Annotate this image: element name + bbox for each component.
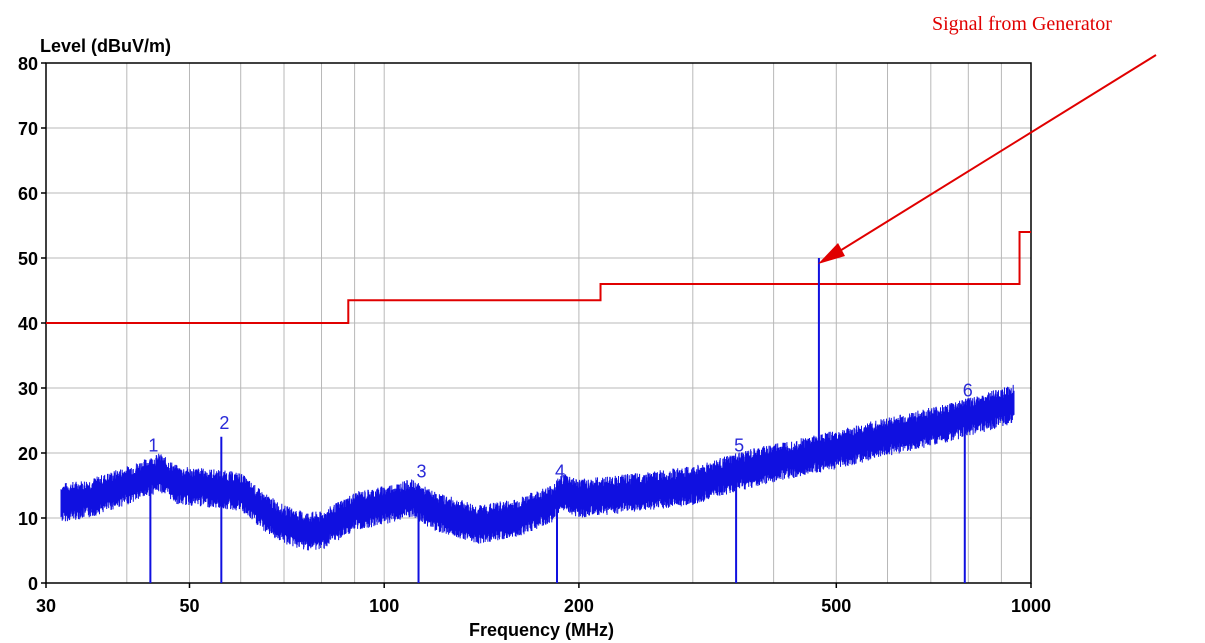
y-tick-label: 20 [18, 444, 38, 464]
x-tick-label: 100 [369, 596, 399, 616]
y-tick-label: 50 [18, 249, 38, 269]
noise-trace [60, 384, 1015, 551]
y-tick-labels: 0 10 20 30 40 50 60 70 80 [18, 54, 46, 594]
x-axis-title: Frequency (MHz) [469, 620, 614, 640]
marker-layer: 1 2 3 4 5 6 [148, 258, 973, 583]
marker-label: 5 [734, 436, 744, 456]
y-tick-label: 10 [18, 509, 38, 529]
marker-label: 6 [963, 380, 973, 400]
marker-label: 2 [219, 413, 229, 433]
y-tick-label: 70 [18, 119, 38, 139]
x-tick-label: 50 [179, 596, 199, 616]
marker-label: 3 [417, 462, 427, 482]
annotation-layer: Signal from Generator [818, 13, 1157, 264]
y-tick-label: 80 [18, 54, 38, 74]
x-tick-label: 200 [564, 596, 594, 616]
x-tick-labels: 30 50 100 200 500 1000 [36, 583, 1051, 616]
y-tick-label: 0 [28, 574, 38, 594]
y-axis-title: Level (dBuV/m) [40, 36, 171, 56]
annotation-arrow-line [829, 54, 1157, 258]
x-tick-label: 30 [36, 596, 56, 616]
x-tick-label: 500 [821, 596, 851, 616]
limit-line-layer [46, 231, 1031, 324]
generator-annotation-text: Signal from Generator [932, 13, 1112, 35]
marker-label: 1 [148, 436, 158, 456]
x-tick-label: 1000 [1011, 596, 1051, 616]
limit-line [46, 231, 1031, 324]
y-tick-label: 30 [18, 379, 38, 399]
noise-trace-layer [60, 384, 1015, 551]
marker-label: 4 [555, 462, 565, 482]
y-tick-label: 60 [18, 184, 38, 204]
annotation-arrow-head [818, 243, 845, 264]
y-tick-label: 40 [18, 314, 38, 334]
